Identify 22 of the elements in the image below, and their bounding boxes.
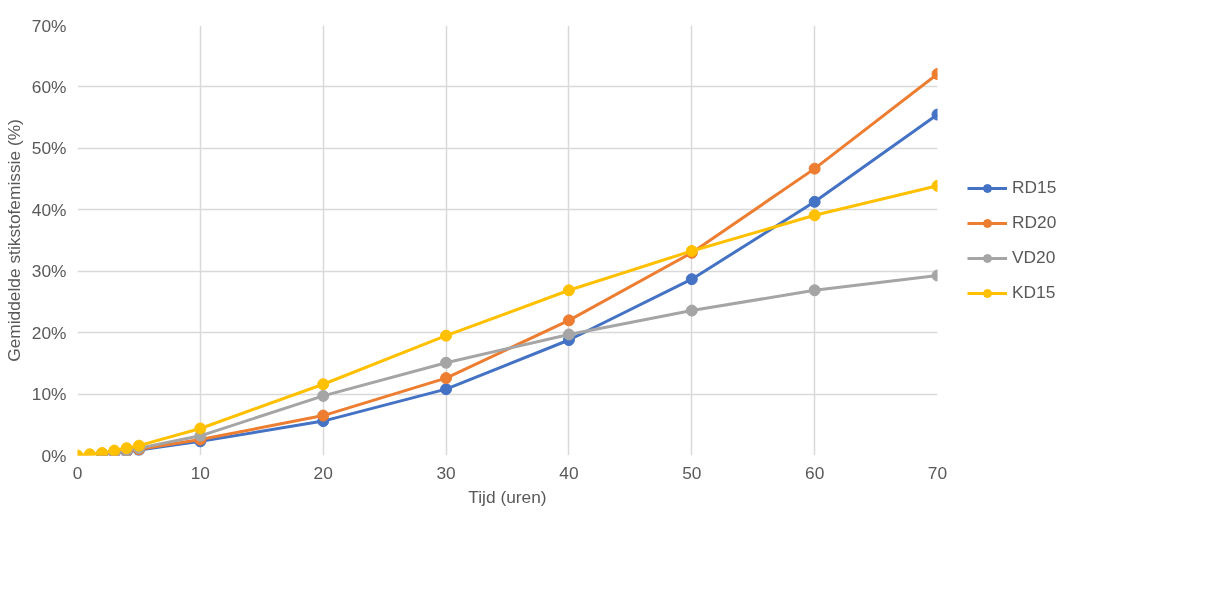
y-tick-label: 0% [41,445,67,466]
x-tick-label: 40 [559,462,579,483]
x-tick-label: 20 [313,462,333,483]
x-tick-label: 50 [682,462,702,483]
legend-label: RD20 [1012,212,1057,233]
y-tick-label: 10% [31,384,67,405]
y-tick-label: 50% [31,138,67,159]
y-tick-label: 70% [31,15,67,36]
y-tick-label: 30% [31,261,67,282]
legend-label: RD15 [1012,177,1057,198]
x-tick-label: 60 [805,462,825,483]
y-axis-title: Gemiddelde stikstofemissie (%) [3,119,24,362]
x-tick-label: 10 [190,462,210,483]
x-tick-label: 70 [927,462,948,483]
legend-label: KD15 [1012,282,1056,303]
legend-label: VD20 [1012,247,1056,268]
y-tick-label: 20% [31,322,67,343]
x-tick-label: 30 [436,462,456,483]
x-axis-title: Tijd (uren) [468,486,547,507]
y-tick-label: 60% [31,76,67,97]
x-tick-label: 0 [72,462,83,483]
y-tick-label: 40% [31,199,67,220]
